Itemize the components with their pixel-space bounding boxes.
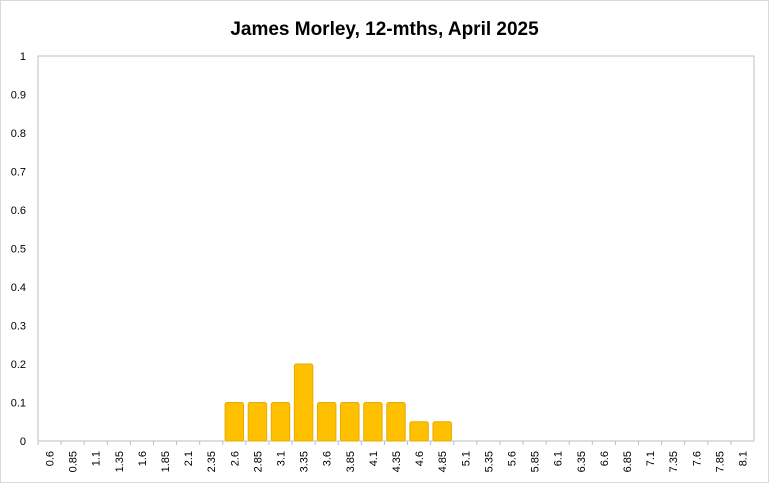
chart-title: James Morley, 12-mths, April 2025 [230, 19, 539, 40]
y-axis-ticks: 0 0.1 0.2 0.3 0.4 0.5 0.6 0.7 0.8 0.9 1 [11, 51, 26, 448]
bar [409, 421, 429, 442]
bars [224, 363, 452, 442]
x-tick-label: 1.35 [114, 451, 126, 472]
x-tick-label: 3.6 [322, 451, 334, 466]
x-tick-label: 3.35 [299, 451, 311, 472]
plot-area [37, 55, 755, 442]
x-tick-label: 5.6 [506, 451, 518, 466]
bar [293, 363, 314, 442]
x-tick-label: 7.6 [691, 451, 703, 466]
x-axis-ticks: 0.6 0.85 1.1 1.35 1.6 1.85 2.1 2.35 2.6 2.85 3.1 3.… [37, 441, 749, 472]
bar [386, 402, 406, 442]
x-tick-label: 7.85 [714, 451, 726, 472]
bar [224, 402, 245, 442]
y-tick-label: 0.5 [11, 244, 26, 256]
x-tick-label: 1.1 [91, 451, 103, 466]
x-tick-label: 6.1 [553, 451, 565, 466]
x-tick-label: 2.6 [229, 451, 241, 466]
x-tick-label: 1.85 [160, 451, 172, 472]
bar [270, 402, 291, 442]
x-tick-label: 0.85 [68, 451, 80, 472]
bar [363, 402, 383, 442]
y-tick-label: 0.7 [11, 167, 26, 179]
y-tick-label: 0.1 [11, 398, 26, 410]
bar [432, 421, 452, 442]
x-tick-label: 0.6 [45, 451, 57, 466]
x-tick-label: 8.1 [737, 451, 749, 466]
x-tick-label: 2.85 [252, 451, 264, 472]
bar [247, 402, 268, 442]
x-tick-label: 4.35 [391, 451, 403, 472]
x-tick-label: 5.85 [530, 451, 542, 472]
bar [340, 402, 360, 442]
bar [316, 402, 337, 442]
y-tick-label: 0.3 [11, 321, 26, 333]
x-tick-label: 3.85 [345, 451, 357, 472]
x-tick-label: 6.6 [599, 451, 611, 466]
y-tick-label: 0.4 [11, 282, 26, 294]
y-tick-label: 0.6 [11, 205, 26, 217]
x-tick-label: 2.1 [183, 451, 195, 466]
x-tick-label: 4.1 [368, 451, 380, 466]
x-tick-label: 5.35 [483, 451, 495, 472]
y-tick-label: 0.2 [11, 359, 26, 371]
x-tick-label: 4.85 [437, 451, 449, 472]
x-tick-label: 4.6 [414, 451, 426, 466]
y-tick-label: 0.9 [11, 90, 26, 102]
x-tick-label: 6.85 [622, 451, 634, 472]
x-tick-label: 1.6 [137, 451, 149, 466]
y-tick-label: 1 [20, 51, 26, 63]
x-tick-label: 2.35 [206, 451, 218, 472]
x-tick-label: 5.1 [460, 451, 472, 466]
x-tick-label: 3.1 [276, 451, 288, 466]
x-tick-label: 7.1 [645, 451, 657, 466]
y-tick-label: 0.8 [11, 128, 26, 140]
x-tick-label: 6.35 [576, 451, 588, 472]
y-tick-label: 0 [20, 436, 26, 448]
x-tick-label: 7.35 [668, 451, 680, 472]
